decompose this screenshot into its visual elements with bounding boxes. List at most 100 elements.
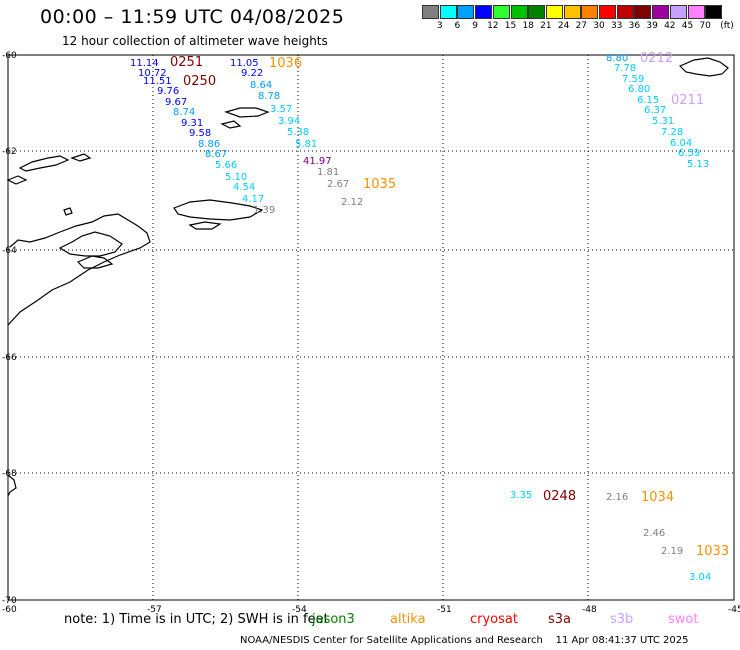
- wave-height-label: 5.10: [225, 172, 247, 183]
- legend-label: 3: [436, 21, 443, 31]
- longitude-label: -45: [728, 605, 740, 615]
- wave-height-label: 9.67: [165, 97, 187, 108]
- wave-height-label: 9.58: [189, 128, 211, 139]
- wave-height-label: 10.72: [138, 68, 167, 79]
- wave-height-label: 6.37: [644, 105, 666, 116]
- wave-height-label: 5.13: [687, 159, 709, 170]
- coastline: [76, 255, 114, 269]
- wave-height-label: 6.04: [670, 138, 692, 149]
- wave-height-label: 8.78: [258, 91, 280, 102]
- legend-unit: (ft): [720, 21, 734, 31]
- coastline: [220, 120, 242, 129]
- legend-swatch: [669, 5, 687, 19]
- legend-swatch: [581, 5, 599, 19]
- satellite-jason3: jason3: [312, 612, 355, 627]
- latitude-label: -66: [2, 353, 17, 363]
- wave-height-label: 9.22: [241, 68, 263, 79]
- coastline: [70, 153, 92, 162]
- pass-time-label: 0211: [671, 93, 704, 108]
- legend-label: 33: [610, 21, 623, 31]
- coastline: [18, 155, 70, 172]
- legend-label: 30: [593, 21, 605, 31]
- wave-height-label: 2.16: [606, 492, 628, 503]
- satellite-s3b: s3b: [610, 612, 634, 627]
- longitude-label: -60: [2, 605, 17, 615]
- wave-height-label: 2.67: [327, 179, 349, 190]
- legend-label: 6: [454, 21, 461, 31]
- coastline: [188, 221, 222, 230]
- wave-height-label: 2.19: [661, 546, 683, 557]
- wave-height-label: 3.57: [270, 104, 292, 115]
- legend-label: 27: [575, 21, 588, 31]
- legend-swatch: [705, 5, 723, 19]
- wave-height-label: 4.17: [242, 194, 264, 205]
- satellite-cryosat: cryosat: [470, 612, 518, 627]
- wave-height-label: 4.54: [233, 182, 255, 193]
- wave-height-label: 6.15: [637, 95, 659, 106]
- wave-height-label: 8.80: [606, 53, 628, 64]
- wave-height-label: 8.86: [198, 139, 220, 150]
- coastline: [6, 175, 28, 185]
- legend-label: 15: [504, 21, 517, 31]
- wave-height-label: 9.31: [181, 118, 203, 129]
- legend-label: 12: [487, 21, 499, 31]
- satellite-swot: swot: [668, 612, 699, 627]
- pass-time-label: 0248: [543, 489, 576, 504]
- map-frame: [7, 54, 735, 601]
- legend-label: 21: [540, 21, 552, 31]
- generated-timestamp: 11 Apr 08:41:37 UTC 2025: [555, 635, 689, 646]
- wave-height-label: 5.66: [215, 160, 237, 171]
- legend-swatch: [599, 5, 616, 19]
- legend-swatch: [528, 5, 546, 19]
- latitude-label: -62: [2, 147, 17, 157]
- coastline: [63, 207, 73, 216]
- coastline: [7, 474, 17, 497]
- map-subtitle: 12 hour collection of altimeter wave hei…: [62, 34, 328, 48]
- legend-swatch: [545, 5, 563, 19]
- wave-height-label: 2.12: [341, 197, 363, 208]
- pass-time-label: 1036: [269, 56, 302, 71]
- wave-height-label: 7.78: [614, 63, 636, 74]
- wave-height-label: 5.38: [287, 127, 309, 138]
- longitude-label: -54: [292, 605, 307, 615]
- legend-swatch: [652, 5, 670, 19]
- wave-height-label: 1.39: [253, 205, 275, 216]
- legend-label: 70: [699, 21, 711, 31]
- legend-swatch: [492, 5, 510, 19]
- legend-swatch: [563, 5, 581, 19]
- wave-height-label: 2.46: [643, 528, 665, 539]
- pass-time-label: 1033: [696, 544, 729, 559]
- wave-height-label: 11.51: [143, 76, 172, 87]
- pass-time-label: 1035: [363, 177, 396, 192]
- legend-swatch: [439, 5, 457, 19]
- wave-height-label: 6.59: [678, 148, 700, 159]
- wave-height-label: 5.81: [295, 139, 317, 150]
- longitude-label: -48: [582, 605, 597, 615]
- satellite-s3a: s3a: [548, 612, 572, 627]
- legend-swatch: [475, 5, 493, 19]
- legend-label: 24: [557, 21, 570, 31]
- wave-height-label: 3.94: [278, 116, 300, 127]
- wave-height-label: 9.76: [157, 86, 179, 97]
- wave-height-label: 8.74: [173, 107, 195, 118]
- wave-height-label: 7.59: [622, 74, 644, 85]
- latitude-label: -68: [2, 469, 17, 479]
- legend-label: 18: [522, 21, 534, 31]
- coastline: [7, 213, 151, 326]
- wave-height-label: 7.28: [661, 127, 683, 138]
- wave-height-label: 41.97: [303, 156, 332, 167]
- wave-height-label: 3.35: [510, 490, 532, 501]
- footer-note: note: 1) Time is in UTC; 2) SWH is in fe…: [64, 612, 329, 627]
- wave-height-label: 6.80: [628, 84, 650, 95]
- legend-swatch: [457, 5, 475, 19]
- coastline: [58, 231, 123, 257]
- latitude-label: -70: [2, 596, 17, 606]
- legend-label: 39: [646, 21, 658, 31]
- legend-swatch: [422, 5, 439, 19]
- latitude-label: -64: [2, 246, 17, 256]
- legend-swatch: [510, 5, 528, 19]
- wave-height-label: 1.81: [317, 167, 339, 178]
- legend-swatch: [687, 5, 705, 19]
- wave-height-label: 11.05: [230, 58, 259, 69]
